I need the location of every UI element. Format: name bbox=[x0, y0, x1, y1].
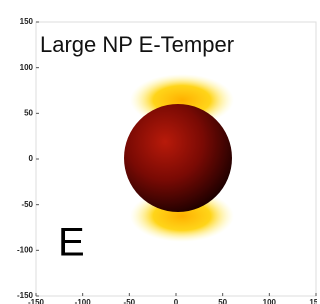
y-tick-label: -50 bbox=[21, 200, 33, 209]
y-tick-label: 0 bbox=[29, 154, 34, 163]
page: {"chart_data": {"type": "image", "title"… bbox=[0, 0, 320, 304]
x-tick-label: 0 bbox=[174, 298, 179, 304]
panel-label: E bbox=[58, 221, 85, 265]
title: Large NP E-Temper bbox=[40, 32, 234, 57]
y-tick-label: 100 bbox=[20, 63, 34, 72]
nanoparticle bbox=[124, 104, 232, 212]
x-tick-label: 50 bbox=[218, 298, 227, 304]
x-tick-label: 100 bbox=[263, 298, 277, 304]
y-tick-label: -100 bbox=[17, 245, 34, 254]
y-tick-label: 150 bbox=[20, 17, 34, 26]
x-tick-label: -150 bbox=[28, 298, 45, 304]
x-tick-label: 150 bbox=[309, 298, 317, 304]
y-tick-label: 50 bbox=[24, 108, 33, 117]
x-tick-label: -50 bbox=[124, 298, 136, 304]
chart: Large NP E-Temper E -150 -100 -50 0 50 100 150… bbox=[0, 0, 317, 304]
x-tick-label: -100 bbox=[75, 298, 92, 304]
